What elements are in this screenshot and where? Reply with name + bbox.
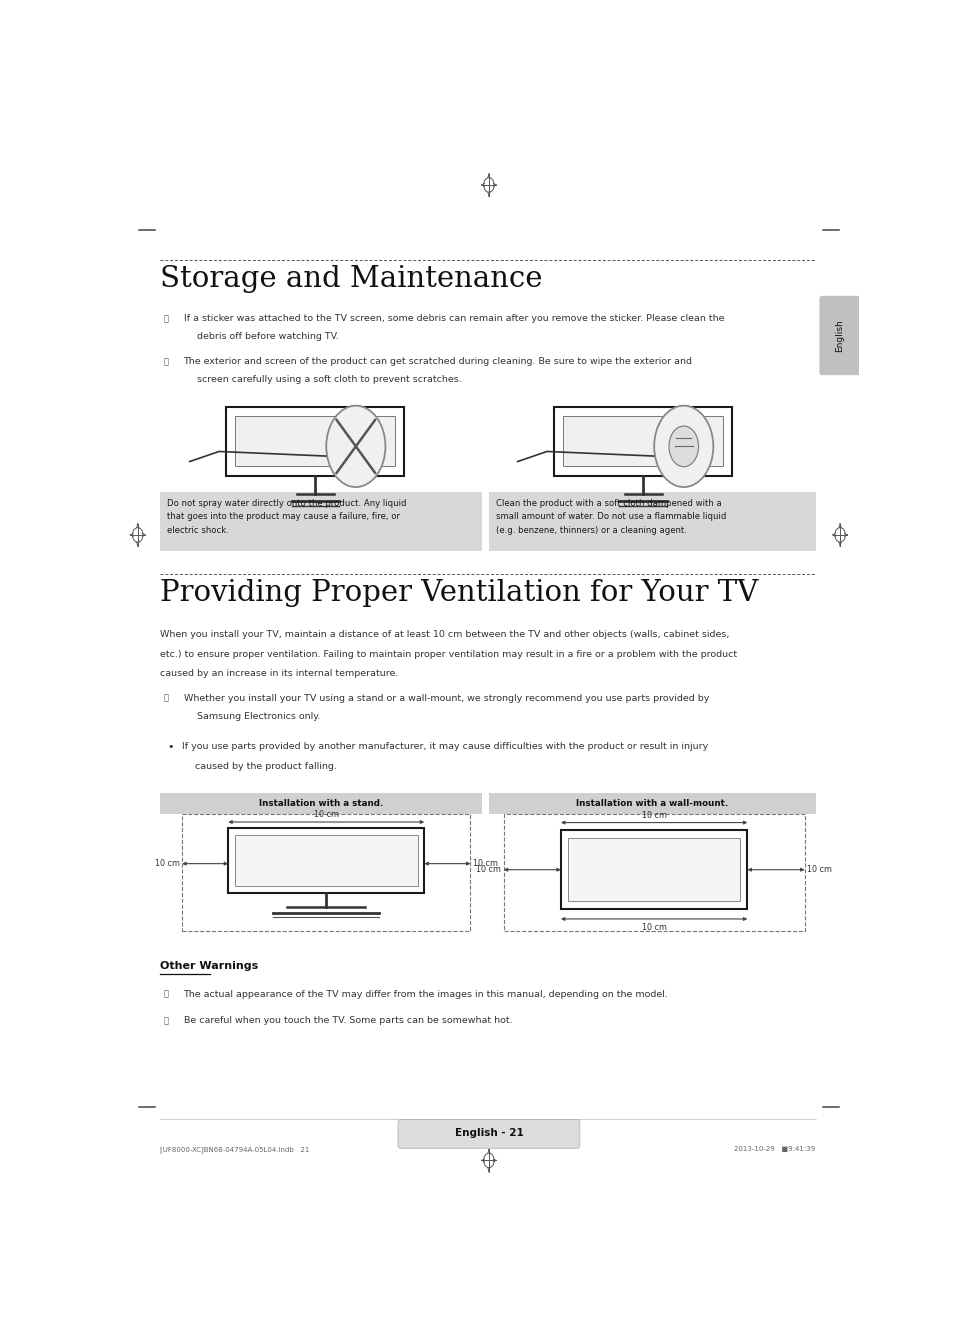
Text: Installation with a stand.: Installation with a stand. [258,799,382,808]
Text: Do not spray water directly onto the product. Any liquid
that goes into the prod: Do not spray water directly onto the pro… [167,499,406,535]
Circle shape [668,427,698,466]
Text: The actual appearance of the TV may differ from the images in this manual, depen: The actual appearance of the TV may diff… [183,989,668,999]
Bar [554,407,731,476]
Bar [560,830,746,909]
Text: English: English [835,320,843,351]
Text: [UF8000-XC]BN68-04794A-05L04.indb   21: [UF8000-XC]BN68-04794A-05L04.indb 21 [160,1145,309,1153]
Bar [234,835,417,886]
Bar [182,814,470,930]
Text: screen carefully using a soft cloth to prevent scratches.: screen carefully using a soft cloth to p… [196,375,461,384]
Text: 10 cm: 10 cm [472,859,497,868]
Text: •: • [167,742,173,753]
Bar [568,838,740,901]
Bar [160,493,481,551]
Text: Be careful when you touch the TV. Some parts can be somewhat hot.: Be careful when you touch the TV. Some p… [183,1016,512,1025]
Bar [342,444,354,470]
Text: If you use parts provided by another manufacturer, it may cause difficulties wit: If you use parts provided by another man… [182,742,707,752]
Circle shape [326,406,385,487]
Bar [228,828,424,893]
Bar [226,407,403,476]
Text: ⑂: ⑂ [164,357,169,366]
Text: English - 21: English - 21 [454,1128,523,1137]
Text: caused by an increase in its internal temperature.: caused by an increase in its internal te… [160,670,397,678]
Text: caused by the product falling.: caused by the product falling. [195,762,337,770]
Text: The exterior and screen of the product can get scratched during cleaning. Be sur: The exterior and screen of the product c… [183,357,692,366]
Text: 10 cm: 10 cm [154,859,180,868]
Text: 10 cm: 10 cm [641,923,666,933]
Text: 2013-10-29   ■9:41:39: 2013-10-29 ■9:41:39 [734,1147,815,1152]
Bar [503,814,803,930]
Text: ⑂: ⑂ [164,989,169,999]
Bar [488,793,815,814]
Text: ⑂: ⑂ [164,1016,169,1025]
Bar [160,793,481,814]
Text: Samsung Electronics only.: Samsung Electronics only. [196,712,320,721]
Text: Other Warnings: Other Warnings [160,962,258,971]
Text: Whether you install your TV using a stand or a wall-mount, we strongly recommend: Whether you install your TV using a stan… [183,694,708,703]
Text: If a sticker was attached to the TV screen, some debris can remain after you rem: If a sticker was attached to the TV scre… [183,314,723,324]
Text: 10 cm: 10 cm [476,865,501,875]
FancyBboxPatch shape [397,1120,579,1148]
Text: 10 cm: 10 cm [641,811,666,819]
Text: Storage and Maintenance: Storage and Maintenance [160,266,542,293]
FancyBboxPatch shape [819,296,860,375]
Text: 10 cm: 10 cm [806,865,831,875]
Text: etc.) to ensure proper ventilation. Failing to maintain proper ventilation may r: etc.) to ensure proper ventilation. Fail… [160,650,737,659]
Circle shape [654,406,713,487]
Text: Installation with a wall-mount.: Installation with a wall-mount. [576,799,728,808]
Text: Providing Proper Ventilation for Your TV: Providing Proper Ventilation for Your TV [160,579,758,606]
Text: ⑂: ⑂ [164,314,169,324]
Bar [562,416,722,466]
Text: Clean the product with a soft cloth dampened with a
small amount of water. Do no: Clean the product with a soft cloth damp… [496,499,726,535]
Bar [488,493,815,551]
Text: When you install your TV, maintain a distance of at least 10 cm between the TV a: When you install your TV, maintain a dis… [160,630,728,639]
Text: debris off before watching TV.: debris off before watching TV. [196,333,338,341]
Text: 10 cm: 10 cm [314,810,338,819]
Text: ⑂: ⑂ [164,694,169,703]
Bar [235,416,395,466]
